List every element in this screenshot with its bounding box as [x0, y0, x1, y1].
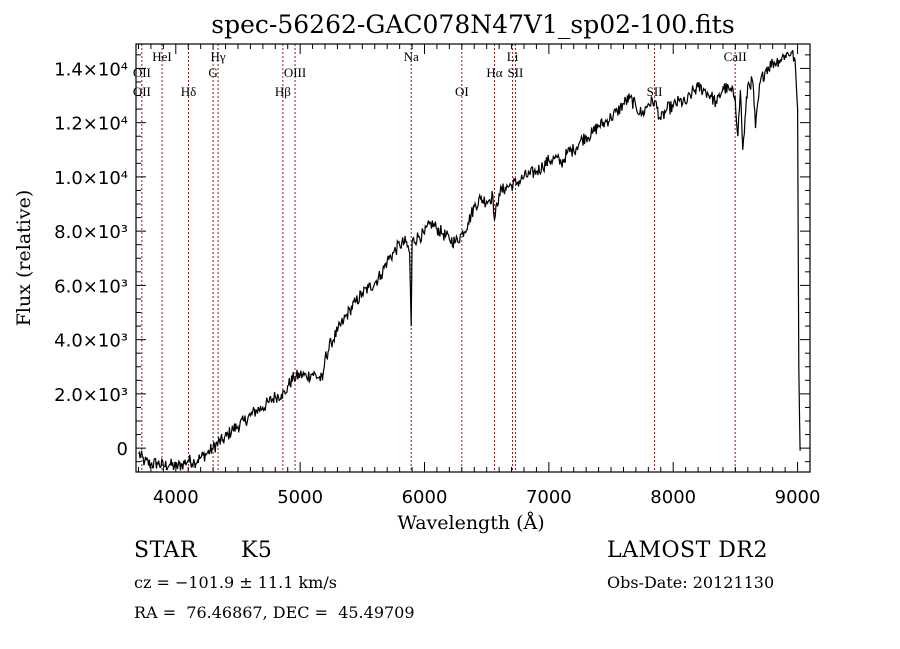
- y-tick-label: 4.0×10³: [54, 331, 128, 352]
- y-tick-label: 6.0×10³: [54, 276, 128, 297]
- object-subclass: K5: [241, 538, 273, 563]
- spectral-line-label: OIII: [284, 65, 306, 80]
- object-class: STAR: [134, 538, 197, 563]
- x-tick-label: 4000: [153, 487, 199, 508]
- y-tick-label: 1.0×10⁴: [54, 168, 128, 189]
- y-tick-label: 1.2×10⁴: [54, 114, 128, 135]
- spectral-line-label: HeI: [152, 49, 172, 64]
- spectral-line-label: Hβ: [275, 84, 291, 99]
- spectral-line-label: Li: [507, 49, 519, 64]
- x-axis: 4000 5000 6000 7000 8000 9000: [137, 44, 821, 508]
- spectral-line-label: G: [208, 65, 217, 80]
- x-axis-label: Wavelength (Å): [397, 512, 544, 534]
- spectral-line-label: SII: [647, 84, 663, 99]
- spectral-line-label: OI: [455, 84, 469, 99]
- chart-title: spec-56262-GAC078N47V1_sp02-100.fits: [211, 10, 734, 39]
- spectral-line-label: CaII: [724, 49, 747, 64]
- x-tick-label: 6000: [402, 487, 448, 508]
- y-tick-label: 2.0×10³: [54, 385, 128, 406]
- spectral-line-label: SII: [507, 65, 523, 80]
- coordinates-text: RA = 76.46867, DEC = 45.49709: [134, 603, 415, 622]
- x-tick-label: 9000: [775, 487, 821, 508]
- spectral-line-markers: [141, 44, 736, 472]
- spectrum-series: [138, 50, 801, 471]
- plot-frame: [135, 43, 811, 473]
- spectral-line-label: Hγ: [211, 49, 226, 64]
- x-tick-label: 5000: [277, 487, 323, 508]
- spectral-line-label: Hδ: [181, 84, 197, 99]
- y-axis-label: Flux (relative): [13, 190, 35, 327]
- y-tick-label: 0: [117, 439, 128, 460]
- spectral-line-label: Na: [404, 49, 419, 64]
- y-axis: 0 2.0×10³ 4.0×10³ 6.0×10³ 8.0×10³ 1.0×10⁴ 1.2×…: [54, 54, 810, 463]
- survey-name: LAMOST DR2: [607, 538, 768, 563]
- x-tick-label: 7000: [526, 487, 572, 508]
- x-tick-label: 8000: [650, 487, 696, 508]
- spectral-line-label: Hα: [486, 65, 502, 80]
- y-tick-label: 1.4×10⁴: [54, 59, 128, 80]
- redshift-text: cz = −101.9 ± 11.1 km/s: [134, 573, 337, 592]
- observation-date: Obs-Date: 20121130: [607, 573, 775, 592]
- y-tick-label: 8.0×10³: [54, 222, 128, 243]
- spectrum-line-flux: [138, 50, 801, 471]
